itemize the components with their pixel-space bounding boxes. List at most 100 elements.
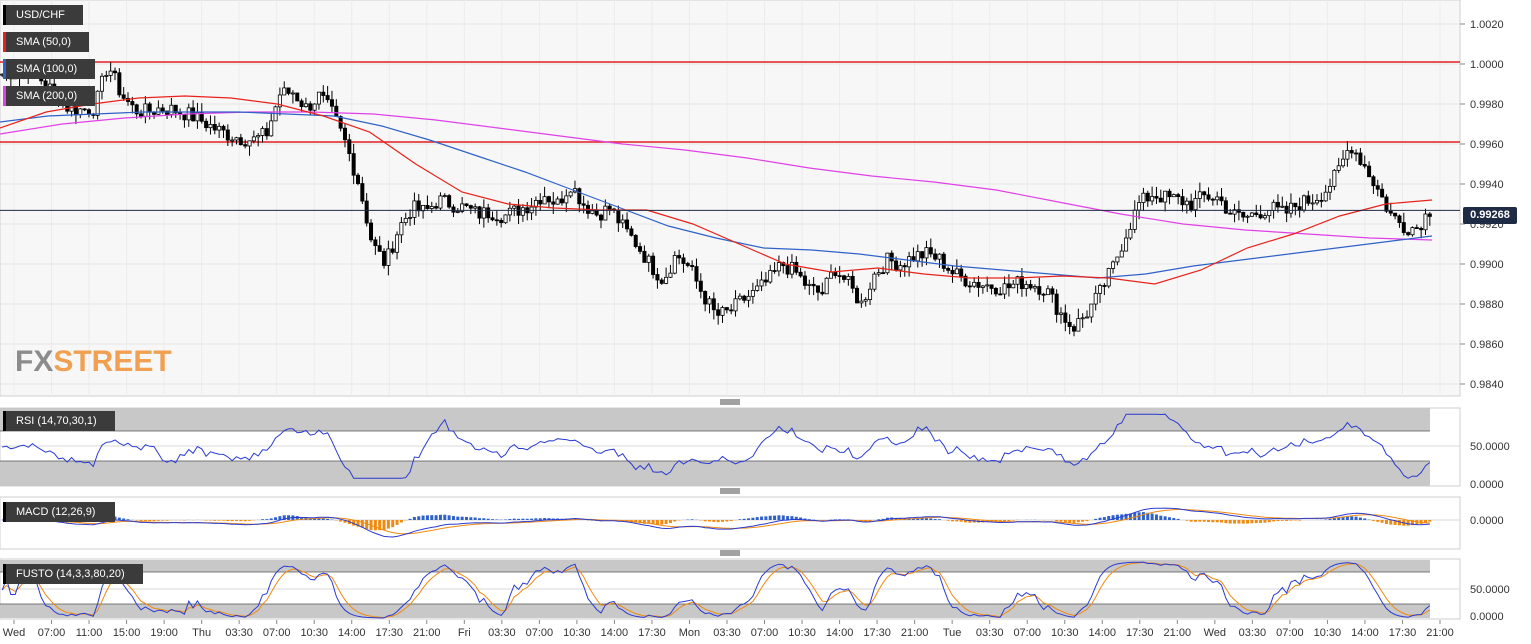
candle	[920, 251, 925, 267]
macd-hist-bar	[386, 520, 390, 529]
fusto-k-line	[1, 561, 1431, 619]
macd-hist-bar	[438, 514, 442, 520]
candle	[130, 96, 135, 114]
macd-hist-bar	[1406, 520, 1410, 526]
candle	[1414, 224, 1419, 229]
moving-averages	[0, 95, 1433, 285]
sma100-tag[interactable]: SMA (100,0)	[3, 59, 95, 79]
macd-hist-bar	[1128, 513, 1132, 520]
x-tick-label: Thu	[192, 627, 211, 639]
macd-hist-bar	[1272, 520, 1276, 522]
macd-hist-bar	[295, 516, 299, 520]
candle	[329, 90, 334, 113]
candle	[651, 252, 656, 279]
candle	[785, 256, 790, 279]
macd-hist-bar	[1423, 520, 1427, 523]
candle	[542, 186, 547, 205]
macd-hist-bar	[1207, 520, 1211, 522]
candle	[447, 194, 452, 209]
candle	[633, 234, 638, 249]
x-tick-label: 10:30	[788, 627, 816, 639]
candle	[1393, 212, 1398, 220]
macd-hist-bar	[803, 518, 807, 520]
candle	[1045, 285, 1050, 296]
macd-hist-bar	[924, 518, 928, 520]
macd-hist-bar	[1163, 516, 1167, 520]
fxstreet-logo: FXSTREET	[15, 345, 172, 378]
macd-hist-bar	[1397, 520, 1401, 526]
candle	[833, 267, 838, 279]
candle	[655, 267, 660, 289]
macd-hist-bar	[1098, 517, 1102, 520]
candle	[789, 254, 794, 279]
macd-hist-bar	[768, 515, 772, 520]
macd-hist-bar	[148, 520, 152, 522]
macd-hist-bar	[881, 518, 885, 520]
candle	[690, 260, 695, 271]
macd-hist-bar	[356, 520, 360, 527]
candle	[290, 90, 295, 104]
candle	[316, 91, 321, 110]
fusto-tag[interactable]: FUSTO (14,3,3,80,20)	[3, 564, 143, 584]
candle	[1145, 190, 1150, 207]
macd-hist-bar	[217, 520, 221, 521]
pane-grip[interactable]	[720, 399, 740, 405]
candle	[620, 214, 625, 229]
macd-hist-bar	[1324, 519, 1328, 520]
macd-hist-bar	[933, 519, 937, 520]
macd-hist-bar	[1094, 518, 1098, 520]
rsi-tag[interactable]: RSI (14,70,30,1)	[3, 411, 115, 431]
macd-hist-bar	[117, 517, 121, 520]
fusto-tick-0: 0.0000	[1470, 611, 1504, 623]
macd-hist-bar	[1085, 520, 1089, 522]
x-tick-label: 10:30	[563, 627, 591, 639]
candle	[408, 209, 413, 226]
candle	[629, 225, 634, 237]
candle	[872, 271, 877, 292]
sma50-tag[interactable]: SMA (50,0)	[3, 32, 89, 52]
candle	[998, 287, 1003, 296]
pane-grip[interactable]	[720, 488, 740, 494]
candle	[438, 192, 443, 211]
candle	[503, 214, 508, 224]
macd-hist-bar	[1224, 520, 1228, 524]
candle	[1319, 192, 1324, 208]
macd-hist-bar	[1354, 516, 1358, 520]
macd-hist-bar	[1003, 520, 1007, 522]
macd-tag[interactable]: MACD (12,26,9)	[3, 502, 115, 522]
candle	[967, 281, 972, 293]
sma200-tag[interactable]: SMA (200,0)	[3, 86, 95, 106]
candle	[1349, 146, 1354, 159]
x-tick-label: 10:30	[300, 627, 328, 639]
macd-hist-bar	[985, 520, 989, 523]
macd-hist-bar	[660, 520, 664, 525]
macd-hist-bar	[1172, 518, 1176, 520]
macd-hist-bar	[1011, 520, 1015, 521]
candle	[720, 305, 725, 323]
macd-hist-bar	[1380, 520, 1384, 523]
candle	[412, 192, 417, 225]
macd-hist-bar	[1250, 520, 1254, 524]
macd-hist-bar	[521, 518, 525, 520]
macd-hist-bar	[265, 519, 269, 520]
candle	[282, 81, 287, 96]
macd-hist-bar	[421, 515, 425, 520]
y-tick-label: 0.9940	[1470, 179, 1504, 191]
candle	[863, 297, 868, 307]
pane-grip[interactable]	[720, 550, 740, 556]
macd-hist-bar	[1111, 515, 1115, 520]
candle	[546, 195, 551, 209]
symbol-tag[interactable]: USD/CHF	[3, 5, 83, 25]
macd-hist-bar	[1428, 520, 1432, 522]
candle	[1419, 226, 1424, 239]
candle	[277, 87, 282, 116]
macd-hist-bar	[1185, 520, 1189, 521]
candle	[1089, 303, 1094, 323]
candle	[1215, 191, 1220, 206]
macd-hist-bar	[920, 518, 924, 520]
macd-hist-bar	[152, 520, 156, 522]
macd-hist-bar	[760, 516, 764, 520]
candle	[121, 87, 126, 101]
macd-hist-bar	[1389, 520, 1393, 525]
x-tick-label: 10:30	[1314, 627, 1342, 639]
